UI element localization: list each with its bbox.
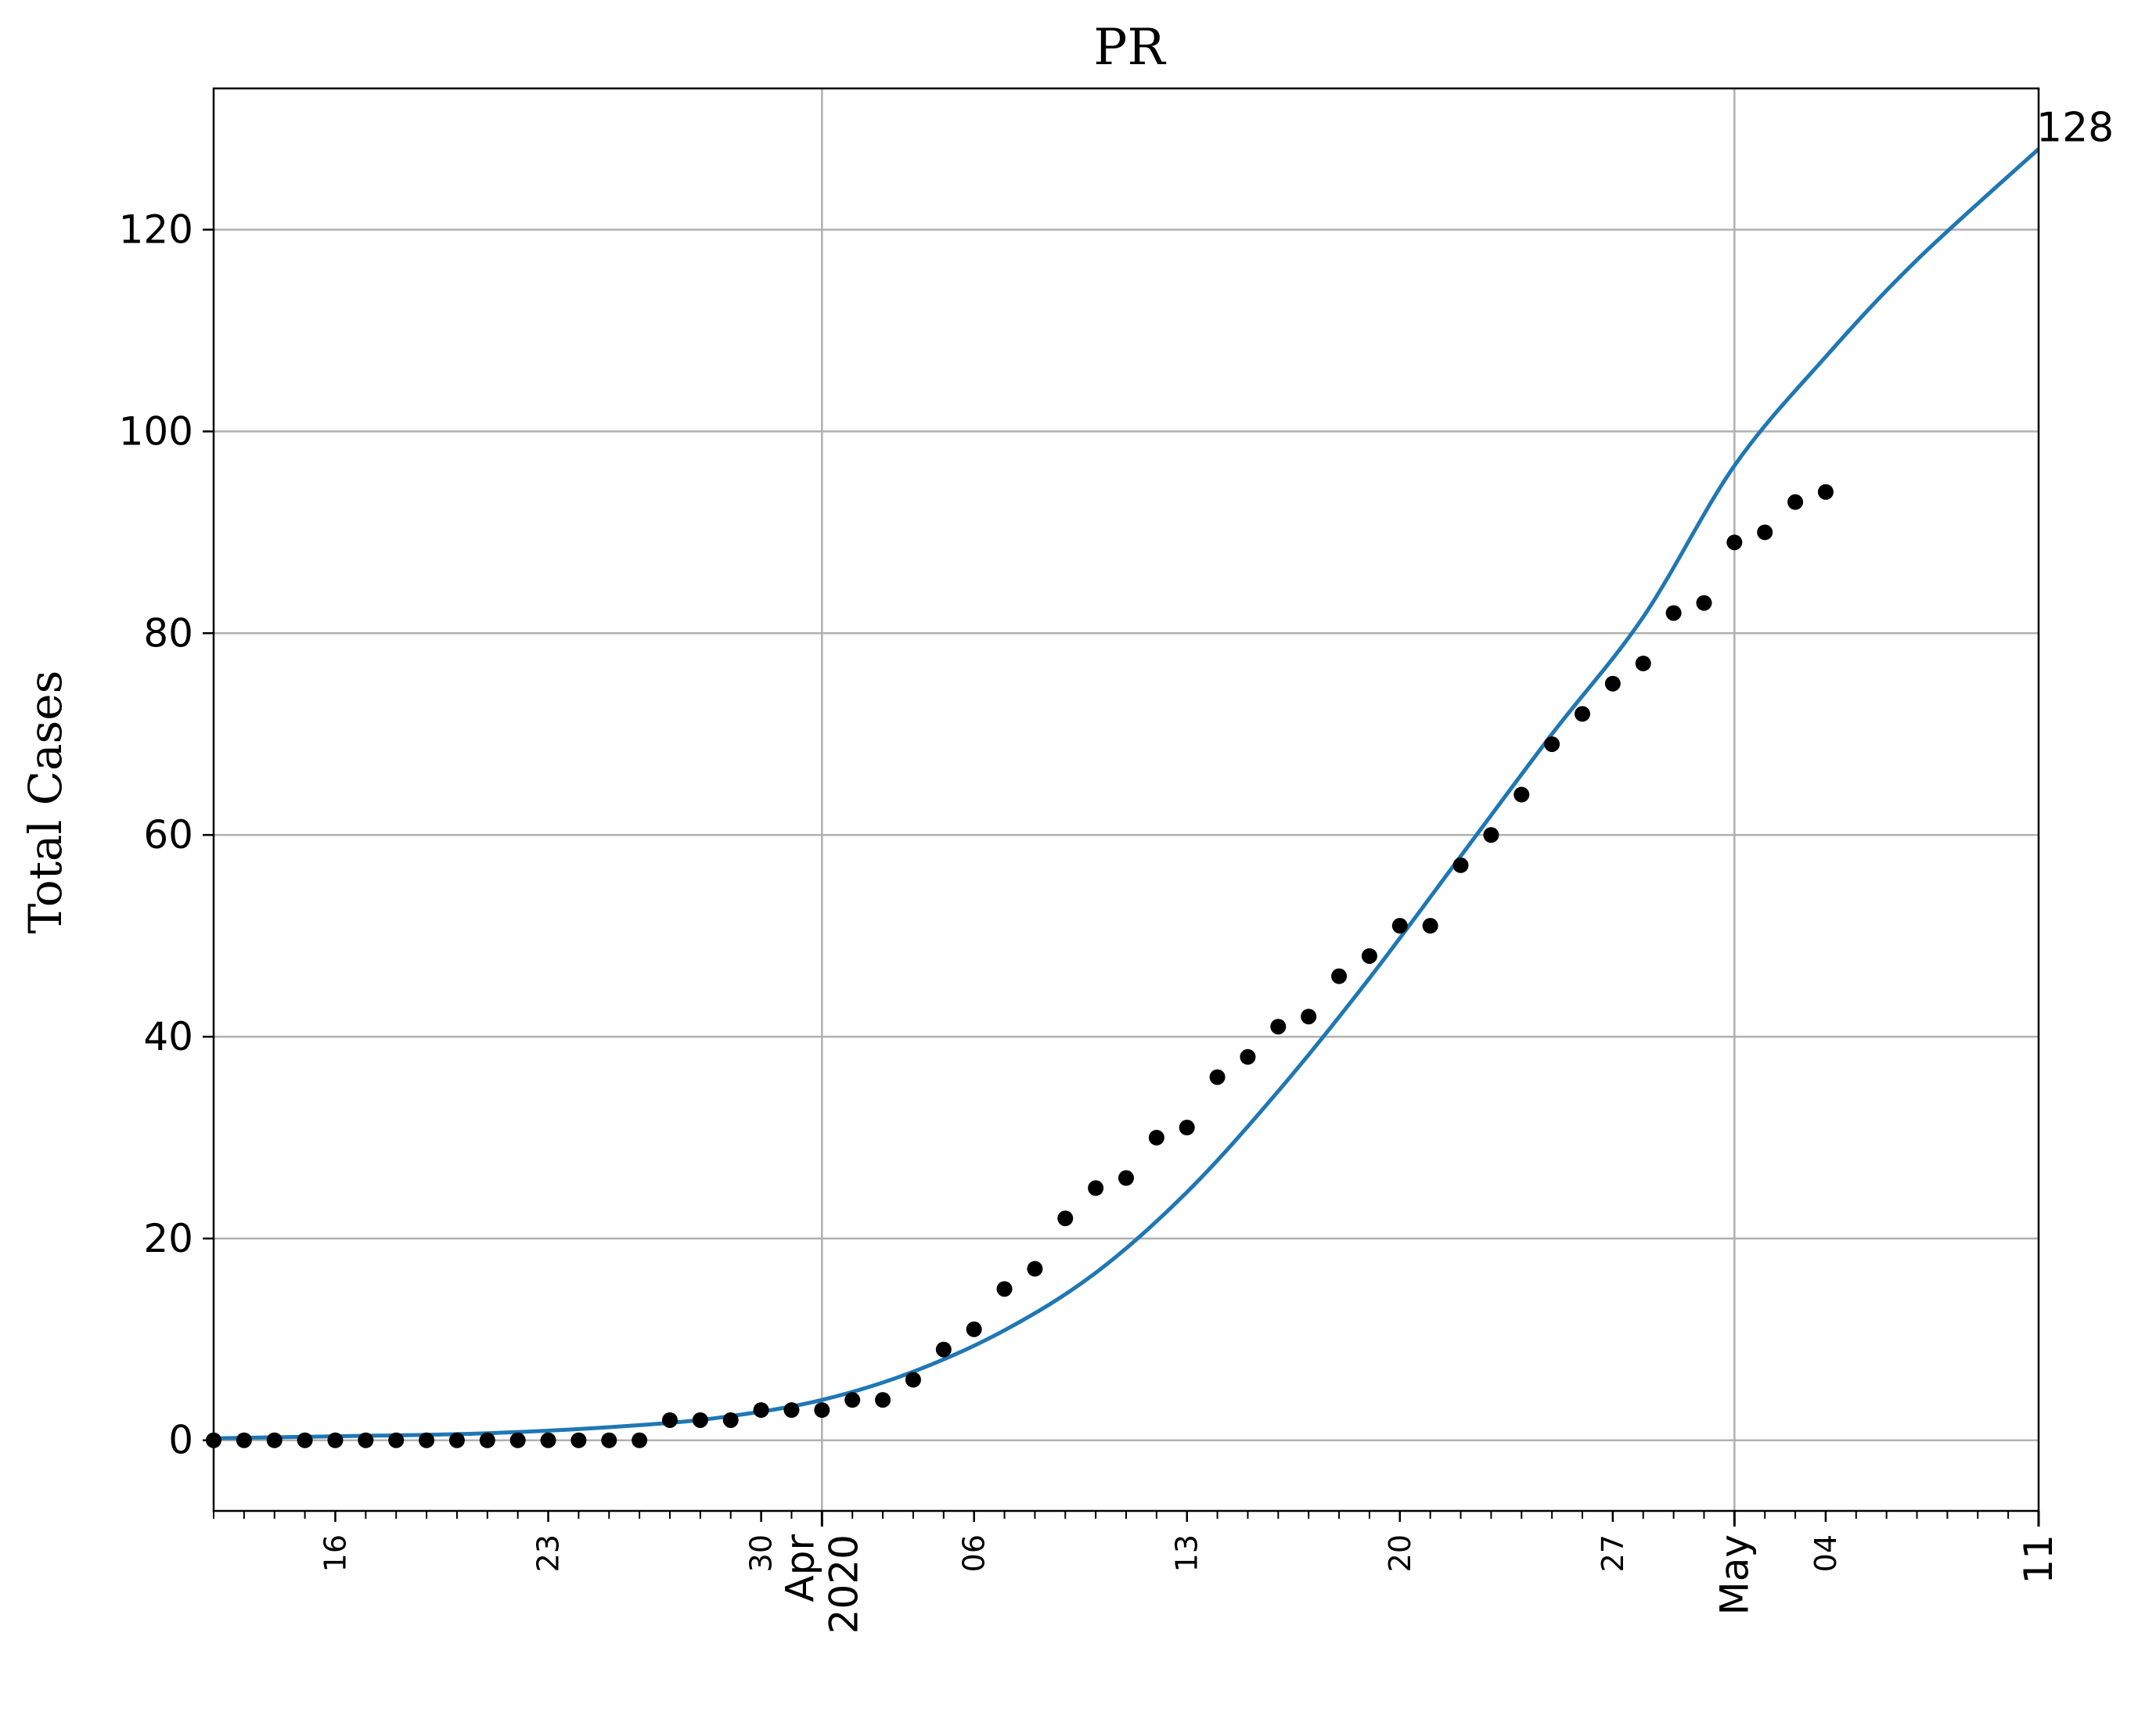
data-point [966, 1321, 982, 1337]
data-point [1391, 918, 1408, 934]
data-point [1817, 484, 1834, 500]
data-point [1544, 736, 1560, 753]
data-point [1604, 675, 1621, 692]
data-point [1452, 857, 1469, 873]
data-point [753, 1402, 769, 1419]
data-point [1361, 948, 1377, 964]
y-tick-label: 120 [119, 207, 193, 253]
curve-end-label: 128 [2036, 104, 2114, 151]
x-major-tick-label: May [1711, 1534, 1757, 1615]
data-point [358, 1432, 374, 1448]
data-point [1057, 1210, 1074, 1227]
data-point [935, 1341, 952, 1358]
y-tick-label: 20 [143, 1216, 193, 1261]
data-point [1483, 827, 1499, 843]
y-axis-label: Total Cases [19, 671, 72, 934]
x-minor-tick-label: 16 [318, 1534, 352, 1572]
x-major-tick-label-line: 11 [2016, 1534, 2061, 1584]
chart-title: PR [1093, 19, 1166, 77]
x-major-tick-label-line: 2020 [821, 1534, 866, 1634]
x-minor-tick-label: 23 [531, 1534, 566, 1572]
data-point [297, 1432, 313, 1448]
data-point [996, 1281, 1013, 1297]
data-point [1118, 1170, 1134, 1186]
data-point [570, 1432, 587, 1448]
x-minor-tick-label: 30 [744, 1534, 779, 1572]
data-point [722, 1412, 739, 1428]
data-point [479, 1432, 495, 1448]
grid-lines [214, 88, 2039, 1511]
data-point [540, 1432, 556, 1448]
data-point [388, 1432, 405, 1448]
data-point [1787, 494, 1804, 510]
data-point [1088, 1180, 1104, 1196]
x-major-tick-label: 11 [2016, 1534, 2061, 1584]
data-point [1301, 1009, 1317, 1025]
axis-ticks [203, 228, 2040, 1527]
data-point [509, 1432, 526, 1448]
x-major-tick-label: Apr2020 [777, 1534, 866, 1635]
data-point [1027, 1261, 1043, 1277]
y-tick-label: 60 [143, 812, 193, 858]
data-point [1422, 918, 1438, 934]
data-point [601, 1432, 617, 1448]
data-point [236, 1432, 252, 1448]
x-minor-tick-label: 13 [1170, 1534, 1204, 1572]
data-point [1209, 1069, 1226, 1085]
axis-tick-labels: 0 20 40 60 80 100 120 16 23 30 06 13 20 27 04 Apr2020 Ma… [119, 104, 2115, 1634]
data-point [1240, 1048, 1256, 1065]
data-point [1696, 595, 1712, 611]
data-point [1514, 786, 1530, 803]
data-point [327, 1432, 344, 1448]
data-point [266, 1432, 283, 1448]
y-tick-label: 0 [168, 1418, 193, 1463]
data-point [1148, 1129, 1164, 1146]
y-tick-label: 80 [143, 610, 193, 656]
data-point [814, 1402, 830, 1419]
data-point [448, 1432, 465, 1448]
data-point [783, 1402, 800, 1419]
x-minor-tick-label: 06 [957, 1534, 992, 1572]
y-tick-label: 40 [143, 1014, 193, 1059]
data-point [844, 1392, 861, 1408]
x-major-tick-label-line: Apr [777, 1534, 822, 1602]
data-point [632, 1432, 648, 1448]
data-point [1575, 706, 1590, 722]
x-minor-tick-label: 20 [1383, 1534, 1417, 1572]
data-point [875, 1392, 891, 1408]
data-points-layer [206, 484, 1834, 1448]
fit-curve-layer [213, 147, 2040, 1440]
data-point [419, 1432, 435, 1448]
data-point [1757, 524, 1773, 541]
data-point [1270, 1019, 1287, 1035]
x-major-tick-label-line: May [1711, 1534, 1757, 1615]
data-point [1179, 1120, 1195, 1136]
x-minor-tick-label: 27 [1596, 1534, 1630, 1572]
x-minor-tick-label: 04 [1809, 1534, 1843, 1572]
data-point [692, 1412, 708, 1428]
data-point [1635, 655, 1651, 671]
data-point [1665, 605, 1682, 621]
data-point [662, 1412, 678, 1428]
data-point [1331, 968, 1348, 984]
y-tick-label: 100 [119, 408, 193, 454]
data-point [1726, 534, 1743, 551]
fit-curve [213, 147, 2040, 1440]
data-point [905, 1372, 921, 1388]
plot-frame [212, 87, 2040, 1512]
